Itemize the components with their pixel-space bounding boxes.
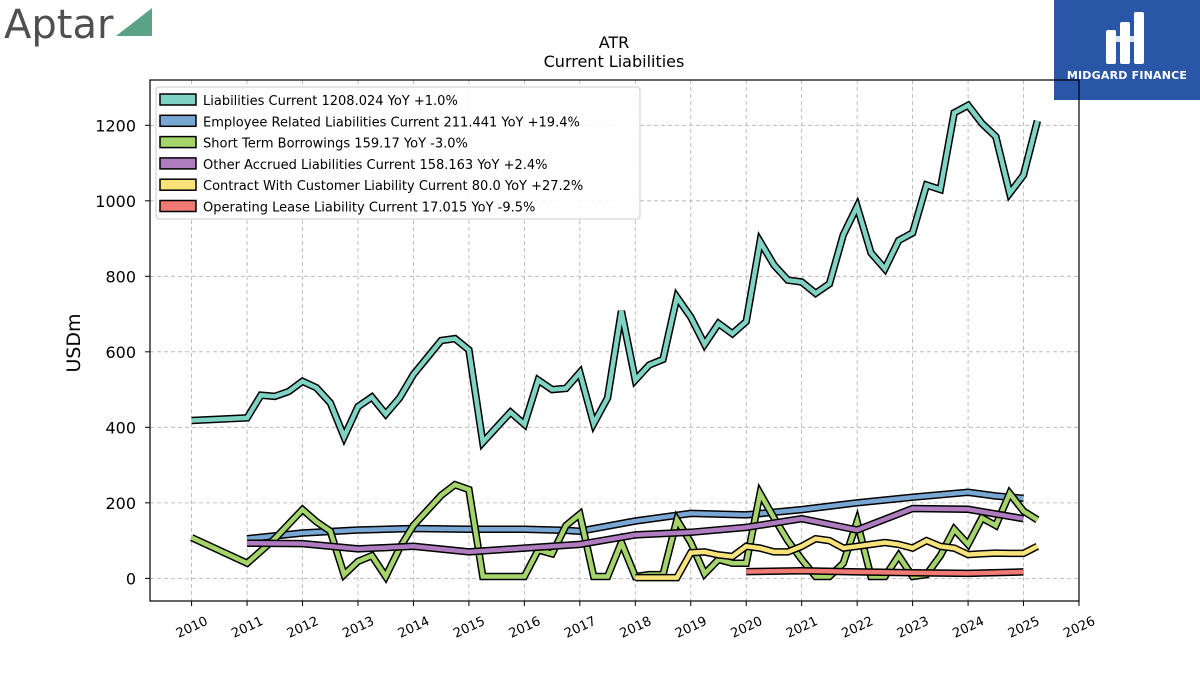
legend-label: Contract With Customer Liability Current…: [203, 179, 583, 194]
chart-title: ATR: [599, 33, 630, 52]
legend-label: Liabilities Current 1208.024 YoY +1.0%: [203, 94, 458, 109]
x-tick-label: 2025: [1006, 614, 1042, 642]
legend-item: Operating Lease Liability Current 17.015…: [159, 199, 535, 216]
x-tick-label: 2013: [340, 614, 376, 642]
y-axis-label: USDm: [63, 313, 85, 372]
legend-label: Short Term Borrowings 159.17 YoY -3.0%: [203, 137, 468, 152]
series-4: [247, 504, 1025, 556]
series-line: [635, 536, 1039, 580]
midgard-finance-logo: MIDGARD FINANCE: [1054, 0, 1200, 100]
y-tick-label: 1000: [95, 192, 136, 211]
legend-swatch: [159, 199, 197, 213]
legend-label: Employee Related Liabilities Current 211…: [203, 115, 580, 130]
x-tick-label: 2016: [507, 614, 543, 642]
legend-item: Liabilities Current 1208.024 YoY +1.0%: [159, 93, 458, 109]
x-tick-label: 2014: [396, 614, 432, 642]
y-tick-label: 800: [105, 267, 136, 286]
y-tick-label: 400: [105, 418, 136, 437]
series-line: [191, 102, 1040, 448]
series-line: [746, 568, 1024, 576]
legend: Liabilities Current 1208.024 YoY +1.0% Em…: [155, 86, 641, 220]
midgard-logo-mark-icon: [1106, 12, 1144, 64]
legend-swatch: [159, 135, 197, 149]
legend-swatch: [159, 157, 197, 170]
x-tick-label: 2020: [729, 614, 765, 642]
legend-item: Short Term Borrowings 159.17 YoY -3.0%: [159, 135, 468, 152]
series-line: [247, 506, 1024, 555]
series-2: [246, 488, 1024, 543]
x-axis-ticks: 2010 2011 2012 2013 2014 2015 2016 2017 2018 2019…: [174, 601, 1098, 642]
legend-box: [155, 86, 641, 220]
y-tick-label: 600: [105, 343, 136, 362]
x-tick-label: 2010: [174, 614, 210, 642]
y-tick-label: 0: [126, 569, 136, 588]
series-line: [246, 490, 1024, 541]
x-tick-label: 2019: [673, 614, 709, 642]
legend-label: Other Accrued Liabilities Current 158.16…: [203, 158, 548, 173]
aptar-logo: Aptar: [0, 0, 170, 52]
x-tick-label: 2026: [1061, 614, 1097, 642]
midgard-logo-text: MIDGARD FINANCE: [1066, 69, 1188, 82]
x-tick-label: 2011: [229, 614, 265, 642]
y-tick-label: 1200: [95, 116, 136, 135]
x-tick-label: 2022: [840, 614, 876, 642]
x-tick-label: 2015: [451, 614, 487, 642]
series-1: [191, 100, 1042, 451]
legend-swatch: [159, 93, 197, 106]
x-tick-label: 2012: [285, 614, 321, 642]
y-tick-label: 200: [105, 494, 136, 513]
x-tick-label: 2024: [950, 614, 986, 642]
legend-item: Employee Related Liabilities Current 211…: [159, 114, 580, 130]
x-tick-label: 2017: [562, 614, 598, 642]
aptar-logo-text: Aptar: [4, 2, 114, 48]
aptar-logo-mark-icon: [116, 8, 152, 36]
series-6: [746, 567, 1024, 578]
legend-label: Operating Lease Liability Current 17.015…: [203, 201, 535, 216]
legend-item: Contract With Customer Liability Current…: [159, 178, 583, 194]
legend-swatch: [159, 178, 197, 191]
x-tick-label: 2018: [618, 614, 654, 642]
x-tick-label: 2023: [895, 614, 931, 642]
aptar-logo-graphic: Aptar: [4, 2, 152, 48]
chart-subtitle: Current Liabilities: [544, 52, 685, 71]
x-tick-label: 2021: [784, 614, 820, 642]
legend-item: Other Accrued Liabilities Current 158.16…: [159, 157, 548, 173]
series-lines: [190, 100, 1042, 585]
legend-swatch: [159, 114, 197, 128]
plot-frame: [149, 79, 1080, 602]
y-axis-ticks: 0 200 400 600 800 1000 1200: [95, 116, 150, 588]
series-5: [635, 534, 1040, 582]
